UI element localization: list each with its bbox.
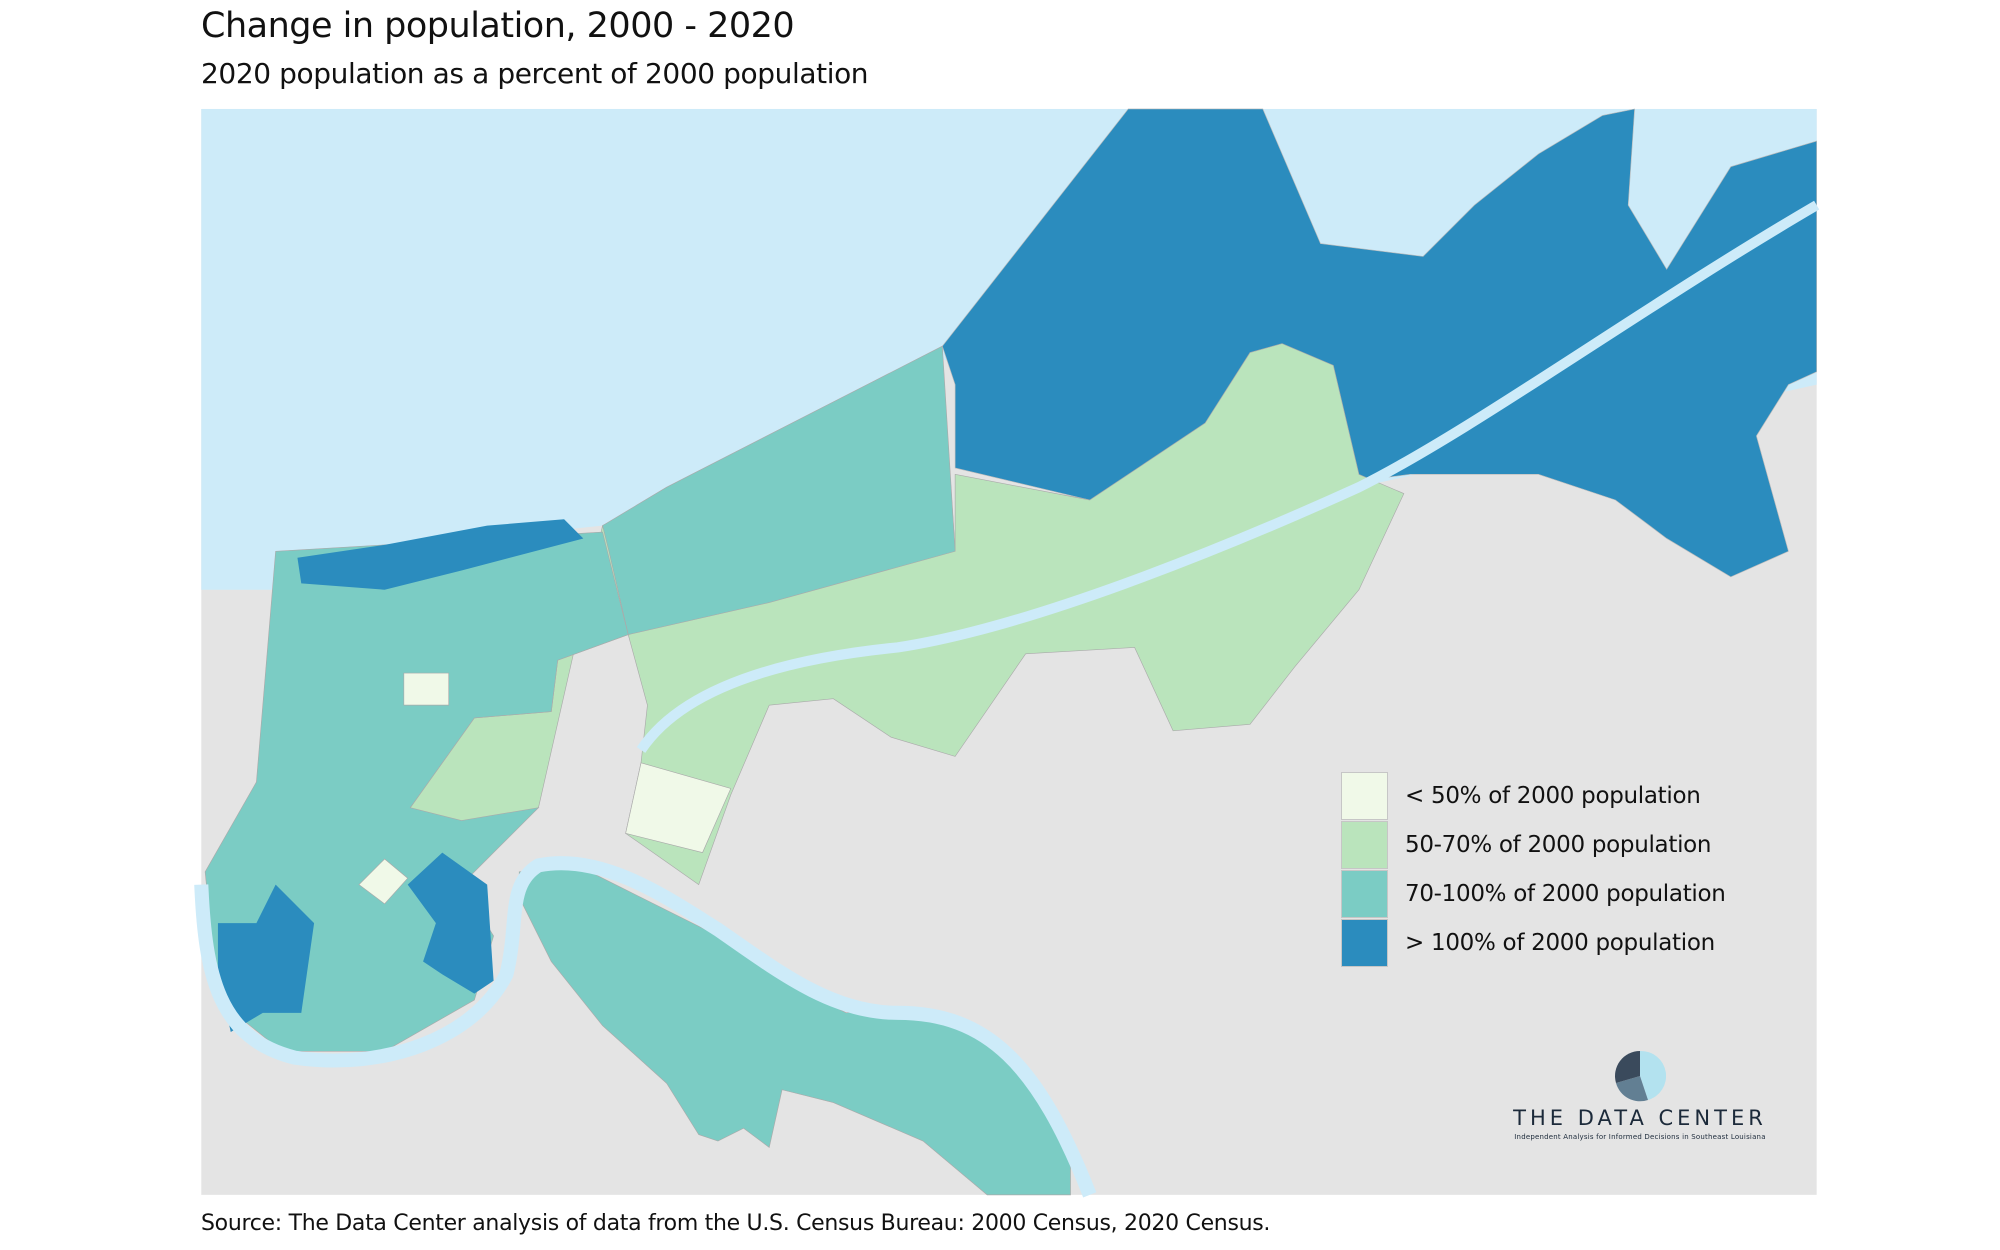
legend-label: 70-100% of 2000 population: [1405, 880, 1726, 907]
map-subtitle: 2020 population as a percent of 2000 pop…: [201, 57, 869, 90]
pie-logo-icon: [1615, 1050, 1666, 1102]
intracoastal-canal: [636, 200, 1820, 753]
legend-label: < 50% of 2000 population: [1405, 782, 1701, 809]
legend-swatch: [1341, 820, 1388, 869]
legend-label: 50-70% of 2000 population: [1405, 831, 1712, 858]
logo-tagline: Independent Analysis for Informed Decisi…: [1514, 1133, 1766, 1141]
region-over-100-cbd: [407, 852, 494, 994]
map-legend: < 50% of 2000 population 50-70% of 2000 …: [1341, 771, 1726, 967]
legend-item: < 50% of 2000 population: [1341, 771, 1726, 820]
region-over-100-uptown: [217, 884, 315, 1033]
legend-swatch: [1341, 771, 1388, 820]
region-under-50-central: [358, 858, 409, 905]
legend-item: 70-100% of 2000 population: [1341, 869, 1726, 918]
legend-swatch: [1341, 869, 1388, 918]
region-under-50-midcity: [403, 672, 450, 706]
region-under-50-lower-ninth: [625, 762, 732, 853]
mississippi-river: [194, 856, 1097, 1198]
legend-label: > 100% of 2000 population: [1405, 929, 1715, 956]
region-over-100-lakefront: [297, 519, 584, 590]
logo-name: THE DATA CENTER: [1513, 1106, 1767, 1130]
legend-swatch: [1341, 918, 1388, 967]
region-70-100-gentilly: [602, 345, 956, 635]
source-note: Source: The Data Center analysis of data…: [201, 1211, 1271, 1236]
map-title: Change in population, 2000 - 2020: [201, 6, 795, 46]
legend-item: > 100% of 2000 population: [1341, 918, 1726, 967]
data-center-logo: THE DATA CENTER Independent Analysis for…: [1505, 1050, 1775, 1141]
legend-item: 50-70% of 2000 population: [1341, 820, 1726, 869]
